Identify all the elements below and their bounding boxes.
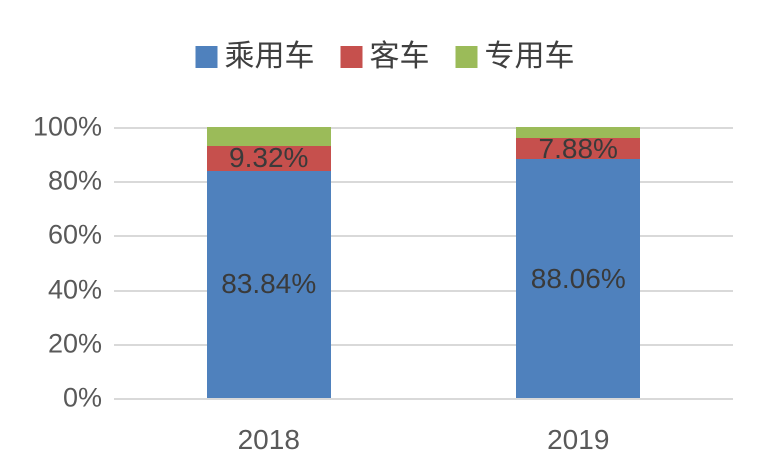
y-tick-label: 100% (32, 111, 102, 142)
data-label: 9.32% (229, 142, 309, 174)
data-label: 7.88% (538, 132, 618, 164)
legend-label: 乘用车 (224, 40, 315, 73)
y-tick-label: 0% (62, 382, 102, 413)
gridline (114, 235, 733, 238)
bar-segment-客车: 7.88% (516, 134, 641, 162)
chart-legend: 乘用车 客车 专用车 (195, 40, 575, 73)
gridline (114, 181, 733, 184)
gridline (114, 343, 733, 346)
legend-label: 专用车 (484, 40, 575, 73)
gridline (114, 398, 733, 400)
legend-item-passenger-vehicle: 乘用车 (195, 40, 315, 73)
bar-segment-乘用车: 88.06% (516, 159, 641, 398)
plot-area: 83.84% 9.32% 88.06% 7.88% (114, 127, 733, 400)
stacked-bar-2019: 88.06% 7.88% (516, 127, 641, 398)
bar-segment-专用车 (206, 127, 331, 146)
legend-swatch-icon (455, 46, 478, 68)
legend-item-special-vehicle: 专用车 (455, 40, 575, 73)
y-tick-label: 40% (47, 274, 102, 305)
x-axis: 2018 2019 (114, 418, 733, 454)
legend-item-bus: 客车 (340, 40, 430, 73)
legend-swatch-icon (195, 46, 218, 68)
x-tick-label: 2018 (237, 424, 300, 455)
x-tick-label: 2019 (547, 424, 610, 455)
y-tick-label: 80% (47, 165, 102, 196)
y-axis: 0% 20% 40% 60% 80% 100% (0, 113, 102, 411)
bar-segment-客车: 9.32% (206, 142, 331, 174)
stacked-bar-2018: 83.84% 9.32% (206, 127, 331, 398)
gridline (114, 127, 733, 129)
data-label: 88.06% (530, 262, 626, 294)
data-label: 83.84% (221, 268, 317, 300)
bar-segment-乘用车: 83.84% (206, 170, 331, 398)
legend-swatch-icon (340, 46, 363, 68)
y-tick-label: 20% (47, 328, 102, 359)
gridline (114, 289, 733, 292)
y-tick-label: 60% (47, 219, 102, 250)
legend-label: 客车 (369, 40, 430, 73)
bar-segment-专用车 (516, 127, 641, 139)
